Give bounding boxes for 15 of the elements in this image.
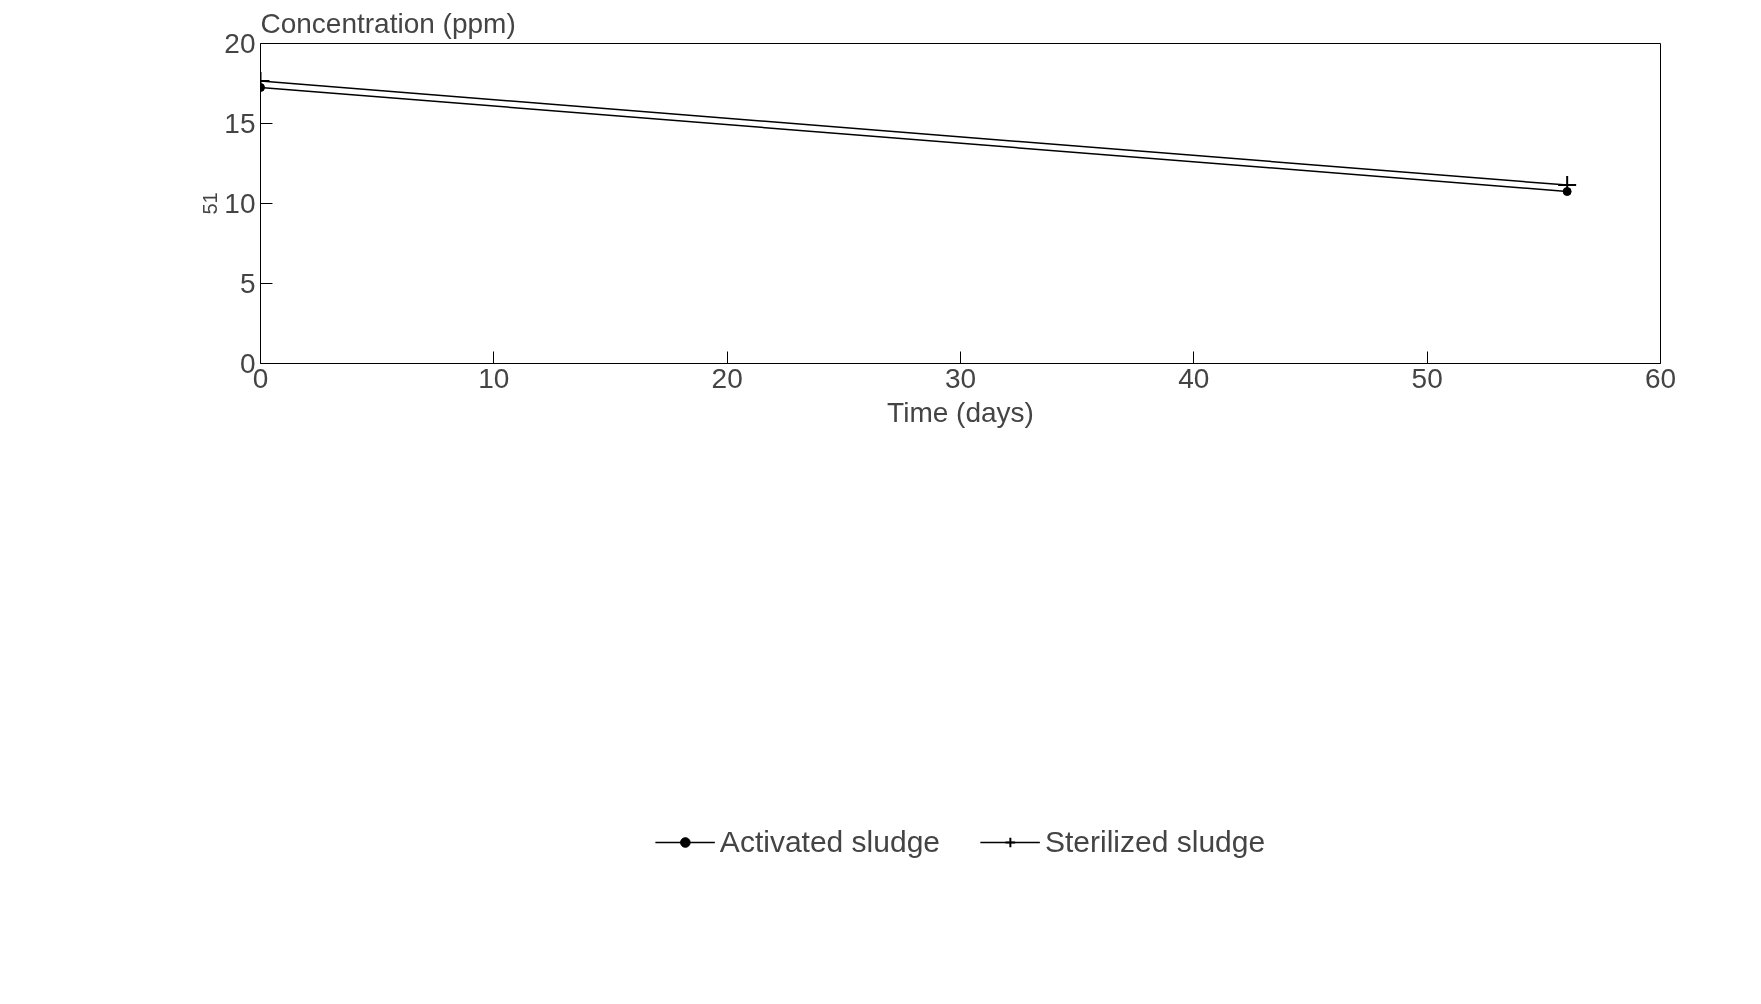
x-tick-label: 60 [1644, 362, 1677, 394]
y-tick-label: 10 [224, 188, 256, 219]
x-tick-label: 30 [944, 362, 977, 394]
legend-label: Activated sludge [719, 824, 941, 859]
y-tick-label: 15 [224, 108, 256, 139]
x-tick-label: 50 [1411, 362, 1443, 394]
x-axis-title: Time (days) [887, 396, 1034, 428]
y-axis-title: Concentration (ppm) [260, 7, 516, 39]
text: 51 [198, 192, 221, 215]
x-tick-label: 20 [711, 362, 743, 394]
x-tick-label: 10 [478, 362, 510, 394]
y-tick-label: 5 [239, 268, 256, 299]
legend-label: Sterilized sludge [1045, 824, 1266, 859]
x-tick-label: 40 [1178, 362, 1210, 394]
y-tick-label: 20 [224, 28, 256, 59]
